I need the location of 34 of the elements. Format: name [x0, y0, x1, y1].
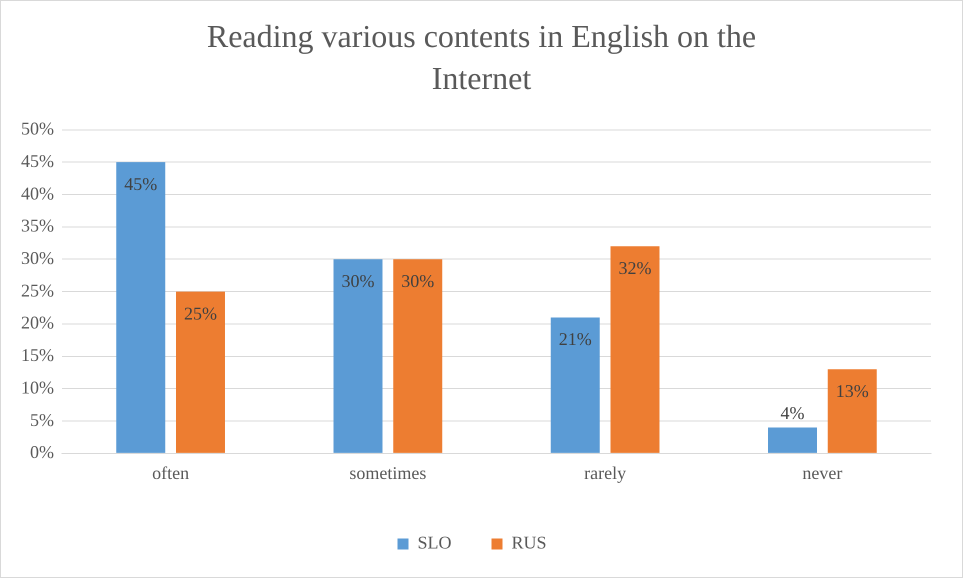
bar [176, 292, 225, 453]
data-label: 13% [836, 381, 869, 401]
y-tick-label: 25% [20, 280, 54, 300]
data-label: 45% [124, 174, 158, 194]
bar [116, 162, 166, 453]
data-label: 30% [401, 270, 434, 291]
y-tick-label: 15% [20, 345, 54, 366]
data-label: 21% [558, 329, 592, 350]
y-tick-label: 10% [20, 377, 54, 398]
y-tick-label: 0% [30, 442, 54, 462]
bar [828, 369, 877, 453]
y-tick-label: 20% [20, 312, 54, 333]
data-label: 32% [618, 258, 652, 278]
x-tick-label: often [152, 462, 190, 483]
y-tick-label: 50% [20, 118, 54, 139]
bar [550, 317, 600, 453]
bar [393, 259, 442, 453]
legend-label: SLO [417, 532, 452, 553]
x-tick-label: rarely [584, 462, 626, 483]
legend-label: RUS [511, 532, 547, 553]
x-tick-label: sometimes [349, 462, 426, 483]
data-label: 25% [184, 303, 217, 324]
x-tick-label: never [802, 462, 842, 483]
y-tick-label: 45% [20, 150, 54, 171]
data-label: 30% [342, 270, 374, 291]
y-tick-label: 5% [30, 410, 54, 430]
bar [768, 428, 817, 453]
y-tick-label: 30% [20, 248, 54, 268]
y-tick-label: 35% [20, 216, 54, 236]
bar [334, 259, 382, 453]
data-label: 4% [780, 403, 804, 424]
bar [610, 246, 660, 453]
y-tick-label: 40% [20, 183, 54, 204]
chart-title: Reading various contents in English on the Internet [206, 17, 758, 98]
